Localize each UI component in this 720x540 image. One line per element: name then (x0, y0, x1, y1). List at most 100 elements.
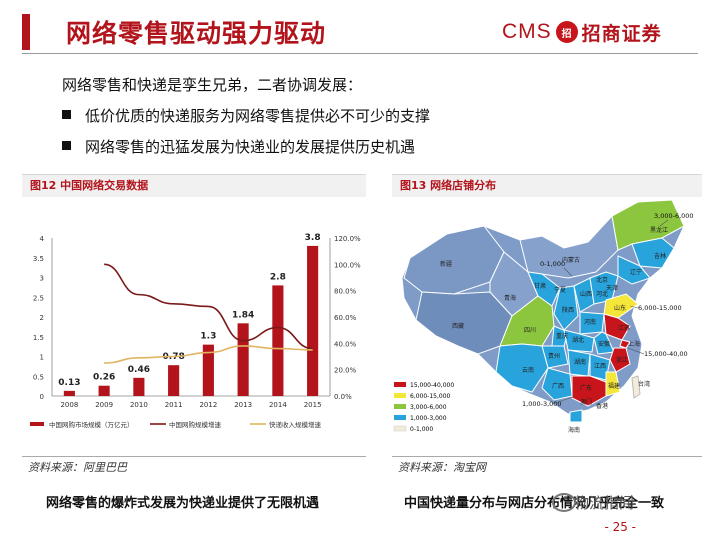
callout-15000-40000: 15,000-40,00 (644, 350, 688, 358)
svg-text:海南: 海南 (568, 426, 580, 434)
source-divider (22, 456, 366, 457)
svg-text:江西: 江西 (594, 363, 606, 370)
intro-lead: 网络零售和快递是孪生兄弟，二者协调发展： (62, 76, 363, 94)
svg-text:贵州: 贵州 (548, 352, 560, 360)
x-tick-label: 2014 (269, 401, 287, 409)
legend-label: 0-1,000 (410, 426, 433, 433)
svg-text:安徽: 安徽 (598, 340, 610, 348)
x-tick-label: 2015 (304, 401, 322, 409)
bullet-square-icon (62, 110, 71, 119)
map-panel-title: 图13 网络店铺分布 (400, 179, 497, 192)
y-tick-label-left: 0.5 (33, 373, 44, 381)
svg-text:甘肃: 甘肃 (534, 282, 546, 290)
logo-text-cn: 招商证券 (581, 22, 662, 45)
svg-text:青海: 青海 (504, 294, 516, 302)
source-divider (392, 456, 702, 457)
y-tick-label-right: 120.0% (334, 235, 361, 243)
bar-data-label: 1.84 (232, 310, 254, 320)
bar-data-label: 2.8 (270, 272, 286, 282)
svg-text:黑龙江: 黑龙江 (650, 226, 668, 234)
map-source: 资料来源：淘宝网 (398, 461, 486, 474)
x-tick-label: 2012 (199, 401, 217, 409)
y-tick-label-left: 1.5 (33, 334, 44, 342)
svg-text:广东: 广东 (580, 384, 592, 392)
svg-text:重庆: 重庆 (556, 332, 568, 340)
legend-label: 6,000-15,000 (410, 393, 451, 400)
svg-text:广西: 广西 (552, 382, 564, 390)
y-tick-label-right: 60.0% (334, 314, 357, 322)
region-heilongjiang (611, 199, 685, 251)
legend-label: 快递收入规模增速 (269, 420, 322, 429)
bullet-item-1: 低价优质的快递服务为网络零售提供必不可少的支撑 (62, 105, 430, 126)
map-region-labels: 黑龙江 吉林 辽宁 内蒙古 新疆 西藏 青海 甘肃 宁夏 陕西 山西 北京 天津… (440, 226, 668, 434)
chart-panel-header: 图12 中国网络交易数据 (22, 174, 366, 197)
region-guangxi (541, 367, 573, 401)
callout-leader-lines (551, 219, 669, 405)
region-shaanxi (553, 285, 579, 331)
bar-data-label: 0.26 (93, 373, 115, 383)
y-tick-label-left: 4 (40, 235, 45, 243)
legend-swatch (393, 425, 407, 432)
bar-data-label: 3.8 (305, 233, 321, 243)
region-anhui (593, 331, 615, 355)
bullet-item-2: 网络零售的迅猛发展为快递业的发展提供历史机遇 (62, 136, 415, 157)
x-tick-label: 2011 (165, 401, 183, 409)
legend-swatch (394, 393, 406, 398)
bar-data-label: 1.3 (200, 332, 216, 342)
header-divider (22, 53, 698, 54)
svg-text:香港: 香港 (596, 402, 608, 410)
y-tick-label-right: 0.0% (334, 393, 352, 401)
y-tick-label-left: 1 (40, 354, 44, 362)
legend-label: 3,000-6,000 (410, 404, 447, 411)
region-hubei (563, 329, 595, 353)
region-zhejiang (609, 347, 631, 373)
map-panel-header: 图13 网络店铺分布 (392, 174, 702, 197)
legend-label: 中国网购规模增速 (169, 420, 222, 429)
svg-text:浙江: 浙江 (616, 356, 628, 364)
region-guangdong (571, 375, 607, 407)
region-yunnan (495, 343, 549, 393)
region-liaoning (617, 255, 651, 285)
bullet-text: 网络零售的迅猛发展为快递业的发展提供历史机遇 (85, 138, 416, 156)
y-tick-label-right: 20.0% (334, 367, 357, 375)
region-hainan (569, 409, 583, 423)
y-tick-label-right: 80.0% (334, 288, 357, 296)
bullet-square-icon (62, 141, 71, 150)
region-jilin (631, 237, 675, 269)
chart-caption: 网络零售的爆炸式发展为快递业提供了无限机遇 (46, 496, 320, 511)
legend-swatch (394, 404, 406, 409)
svg-text:陕西: 陕西 (562, 306, 574, 314)
map-callouts: 3,000-6,000 6,000-15,000 15,000-40,00 1,… (522, 212, 694, 408)
svg-text:内蒙古: 内蒙古 (562, 256, 580, 264)
map-legend: 15,000-40,000 6,000-15,000 3,000-6,000 1… (393, 382, 454, 433)
bar (133, 377, 145, 396)
y-tick-label-left: 2 (40, 314, 44, 322)
svg-text:澳门: 澳门 (580, 398, 592, 406)
callout-3000-6000: 3,000-6,000 (654, 212, 694, 220)
watermark-text: 物流指闻 (574, 494, 635, 512)
svg-text:河北: 河北 (596, 290, 608, 298)
bar (98, 385, 110, 396)
callout-6000-15000: 6,000-15,000 (638, 304, 682, 312)
y-tick-label-left: 2.5 (33, 294, 44, 302)
trade-chart: 00.511.522.533.540.0%20.0%40.0%60.0%80.0… (30, 233, 361, 429)
logo-text-en: CMS (502, 20, 552, 43)
svg-text:福建: 福建 (608, 382, 620, 390)
svg-text:四川: 四川 (524, 327, 536, 334)
bullet-text: 低价优质的快递服务为网络零售提供必不可少的支撑 (85, 107, 431, 125)
svg-text:天津: 天津 (606, 285, 618, 292)
svg-text:吉林: 吉林 (654, 252, 666, 260)
region-hebei (589, 271, 619, 305)
bar-data-label: 0.13 (58, 378, 80, 388)
callout-0-1000: 0-1,000 (540, 260, 565, 268)
region-jiangsu (603, 313, 631, 341)
chart-panel-title: 图12 中国网络交易数据 (30, 179, 149, 192)
page-number: - 25 - (604, 520, 636, 534)
wechat-icon (552, 493, 576, 512)
bar (202, 344, 214, 396)
y-tick-label-left: 3 (40, 275, 44, 283)
logo-seal-icon: 招 (555, 21, 578, 43)
x-tick-label: 2010 (130, 401, 148, 409)
svg-text:西藏: 西藏 (452, 322, 464, 330)
title-accent-bar (22, 14, 30, 50)
